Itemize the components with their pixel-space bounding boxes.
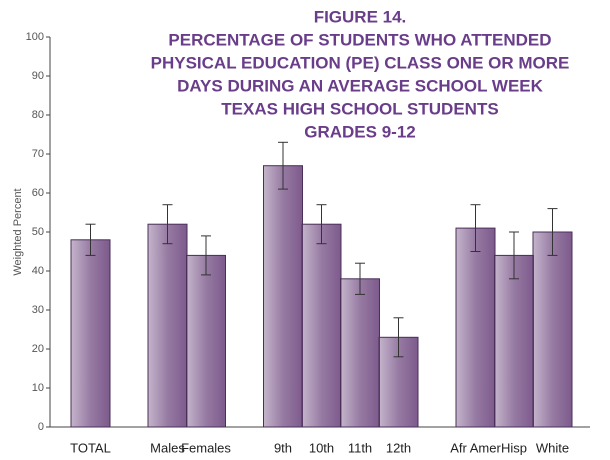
y-tick-label: 90 [32, 70, 44, 82]
y-tick-label: 20 [32, 343, 44, 355]
bar [70, 239, 111, 428]
y-tick-label: 30 [32, 304, 44, 316]
bar [455, 227, 496, 428]
y-tick-label: 40 [32, 265, 44, 277]
y-tick-label: 100 [26, 31, 44, 43]
chart-title: PERCENTAGE OF STUDENTS WHO ATTENDED [168, 30, 551, 49]
error-bar [278, 141, 288, 190]
error-bar [470, 204, 481, 252]
y-tick-label: 60 [32, 187, 44, 199]
x-tick-label: Females [181, 440, 231, 455]
bar [301, 223, 342, 428]
x-tick-label: 9th [274, 440, 292, 455]
chart-title: PHYSICAL EDUCATION (PE) CLASS ONE OR MOR… [151, 53, 570, 72]
bar [494, 254, 534, 428]
bar [147, 223, 188, 428]
error-bar [162, 204, 173, 245]
y-tick-label: 0 [38, 421, 44, 433]
x-tick-label: Males [150, 440, 185, 455]
bar [532, 231, 573, 428]
x-tick-label: 12th [386, 440, 411, 455]
error-bar [547, 208, 558, 256]
y-axis-label: Weighted Percent [12, 188, 24, 275]
y-tick-label: 70 [32, 148, 44, 160]
error-bar [201, 235, 211, 276]
x-tick-label: 10th [309, 440, 334, 455]
chart-title: GRADES 9-12 [304, 122, 415, 141]
y-tick-label: 50 [32, 226, 44, 238]
chart-title: TEXAS HIGH SCHOOL STUDENTS [221, 99, 498, 118]
error-bar [85, 223, 96, 256]
bar [340, 278, 380, 428]
bar [186, 254, 226, 428]
error-bar [509, 231, 519, 280]
error-bar [393, 317, 404, 358]
chart-title: DAYS DURING AN AVERAGE SCHOOL WEEK [177, 76, 544, 95]
error-bar [355, 262, 365, 295]
x-tick-label: TOTAL [70, 440, 111, 455]
error-bar [316, 204, 327, 245]
chart-title: FIGURE 14. [314, 7, 407, 26]
x-tick-label: Afr Amer [450, 440, 501, 455]
y-tick-label: 80 [32, 109, 44, 121]
x-tick-label: 11th [348, 440, 372, 455]
bar [263, 165, 303, 428]
y-tick-label: 10 [32, 382, 44, 394]
x-tick-label: White [536, 440, 569, 455]
x-tick-label: Hisp [501, 440, 527, 455]
